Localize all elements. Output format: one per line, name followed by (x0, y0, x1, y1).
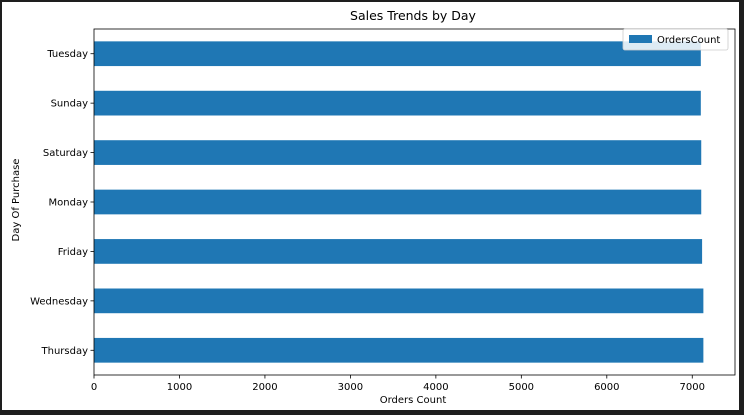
plot-area (93, 28, 736, 376)
y-axis-label: Day Of Purchase (11, 159, 22, 242)
legend-box (622, 28, 729, 51)
legend-swatch (629, 35, 652, 43)
x-axis-label: Orders Count (380, 395, 447, 406)
bar-tuesday (94, 41, 701, 67)
bar-monday (94, 189, 702, 215)
x-tick-label: 7000 (680, 382, 705, 393)
bar-wednesday (94, 288, 704, 314)
x-tick-label: 5000 (509, 382, 534, 393)
x-tick-label: 1000 (167, 382, 192, 393)
bar-sunday (94, 90, 701, 116)
bar-chart: Sales Trends by Day Orders Count Day Of … (11, 8, 736, 406)
figure: Sales Trends by Day Orders Count Day Of … (2, 2, 739, 410)
x-tick-label: 0 (91, 382, 97, 393)
bar-thursday (94, 337, 704, 363)
x-tick-label: 6000 (594, 382, 619, 393)
chart-title: Sales Trends by Day (350, 8, 477, 23)
y-tick-label: Sunday (51, 99, 88, 110)
x-tick-label: 2000 (252, 382, 277, 393)
y-tick-label: Friday (58, 247, 88, 258)
bar-friday (94, 239, 703, 264)
y-tick-label: Tuesday (46, 49, 88, 60)
y-tick-label: Thursday (41, 346, 89, 357)
y-tick-label: Monday (49, 198, 89, 209)
y-tick-label: Saturday (43, 148, 88, 159)
y-tick-label: Wednesday (30, 296, 88, 307)
x-tick-label: 3000 (338, 382, 363, 393)
legend: OrdersCount (622, 28, 729, 51)
legend-label: OrdersCount (657, 35, 720, 46)
bar-saturday (94, 140, 702, 165)
x-tick-label: 4000 (423, 382, 448, 393)
